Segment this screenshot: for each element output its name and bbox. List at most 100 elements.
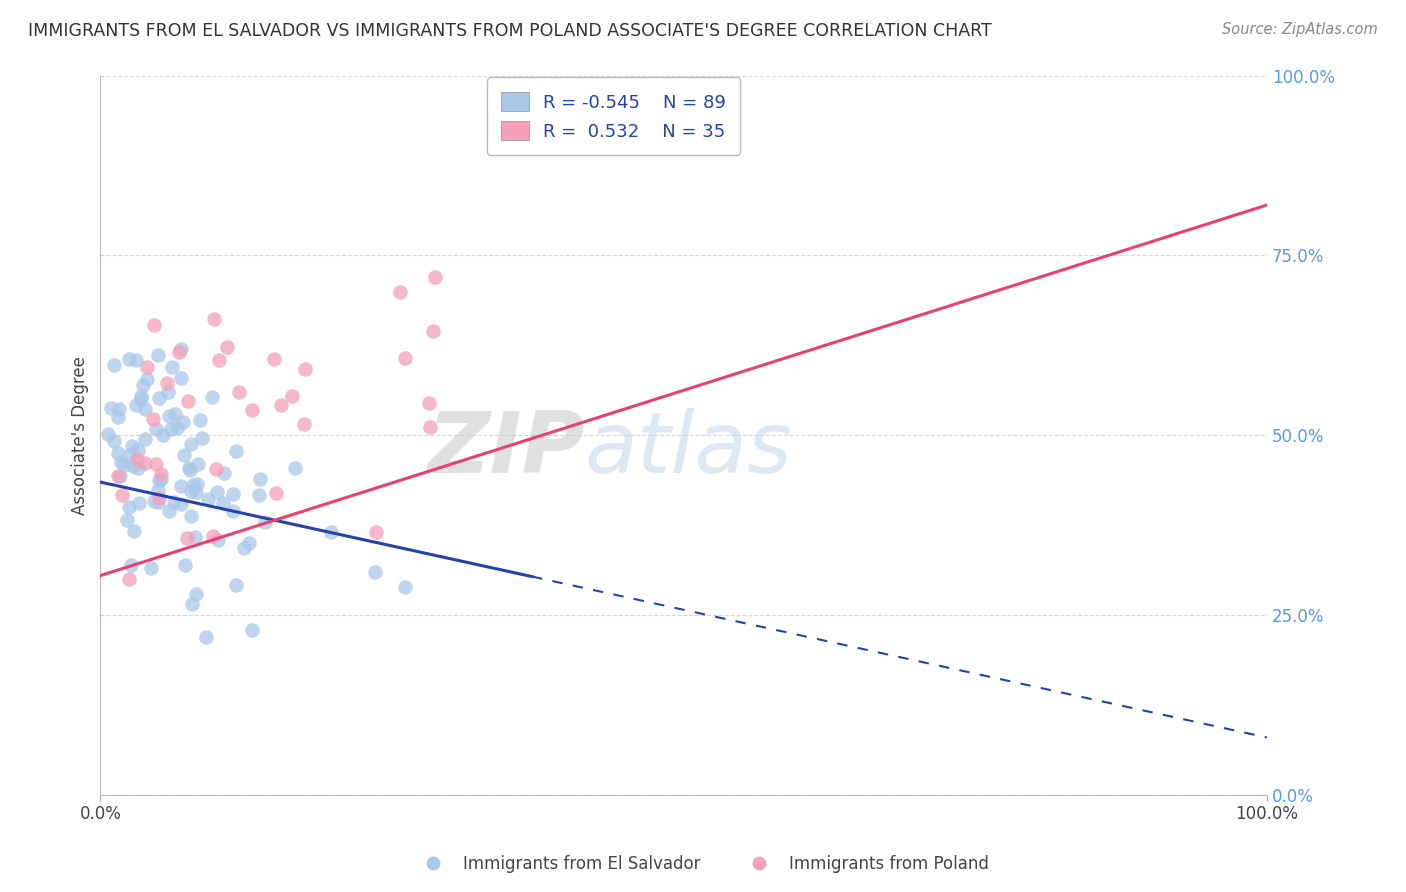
Point [142,318,165,332]
Point [294,362,316,376]
Point [134,456,156,470]
Point [108,401,131,416]
Point [201,529,224,543]
Point [148,473,170,487]
Point [149,472,172,486]
Point [121,459,143,474]
Point [148,391,170,405]
Point [127,442,149,457]
Text: atlas: atlas [585,409,793,491]
Point [120,447,142,461]
Legend: R = -0.545    N = 89, R =  0.532    N = 35: R = -0.545 N = 89, R = 0.532 N = 35 [486,78,741,155]
Point [208,352,231,367]
Point [142,411,165,425]
Point [205,485,228,500]
Point [186,586,208,600]
Point [238,536,260,550]
Point [120,558,142,573]
Point [284,460,307,475]
Point [294,417,316,432]
Point [170,479,193,493]
Point [394,351,416,365]
Point [364,565,387,579]
Point [125,452,148,467]
Point [394,581,416,595]
Point [156,385,179,400]
Text: ZIP: ZIP [427,409,585,491]
Text: IMMIGRANTS FROM EL SALVADOR VS IMMIGRANTS FROM POLAND ASSOCIATE'S DEGREE CORRELA: IMMIGRANTS FROM EL SALVADOR VS IMMIGRANT… [28,22,991,40]
Point [270,398,292,412]
Point [170,497,193,511]
Point [254,515,277,529]
Y-axis label: Associate's Degree: Associate's Degree [72,356,89,515]
Point [184,485,207,500]
Point [173,448,195,462]
Point [249,488,271,502]
Point [221,487,243,501]
Point [139,561,162,575]
Point [107,469,129,483]
Point [188,413,211,427]
Point [418,396,440,410]
Point [115,513,138,527]
Point [422,324,444,338]
Point [110,455,132,469]
Point [264,486,287,500]
Point [207,533,229,547]
Point [191,431,214,445]
Point [107,446,129,460]
Point [222,504,245,518]
Point [122,524,145,538]
Point [103,358,125,372]
Point [128,496,150,510]
Point [156,376,179,390]
Point [183,477,205,491]
Point [131,392,153,407]
Point [211,496,233,510]
Point [180,484,202,499]
Point [157,409,180,423]
Point [281,389,304,403]
Point [125,352,148,367]
Point [111,488,134,502]
Point [170,371,193,385]
Point [170,342,193,356]
Point [146,495,169,509]
Point [103,434,125,449]
Point [263,352,285,367]
Point [157,503,180,517]
Point [194,630,217,644]
Point [240,403,263,417]
Point [108,468,131,483]
Point [217,340,239,354]
Point [143,494,166,508]
Point [180,437,202,451]
Point [127,460,149,475]
Point [232,541,254,555]
Point [160,359,183,374]
Point [135,360,157,375]
Point [160,421,183,435]
Point [201,390,224,404]
Point [179,461,201,475]
Point [148,483,170,497]
Point [166,421,188,435]
Point [228,385,250,400]
Point [118,352,141,367]
Point [174,558,197,573]
Point [132,377,155,392]
Point [249,472,271,486]
Point [148,347,170,361]
Point [131,389,153,403]
Point [134,432,156,446]
Point [183,530,205,544]
Point [172,415,194,429]
Point [112,458,135,472]
Point [419,420,441,434]
Point [107,410,129,425]
Point [134,401,156,416]
Point [197,491,219,506]
Point [176,531,198,545]
Point [118,500,141,514]
Point [167,345,190,359]
